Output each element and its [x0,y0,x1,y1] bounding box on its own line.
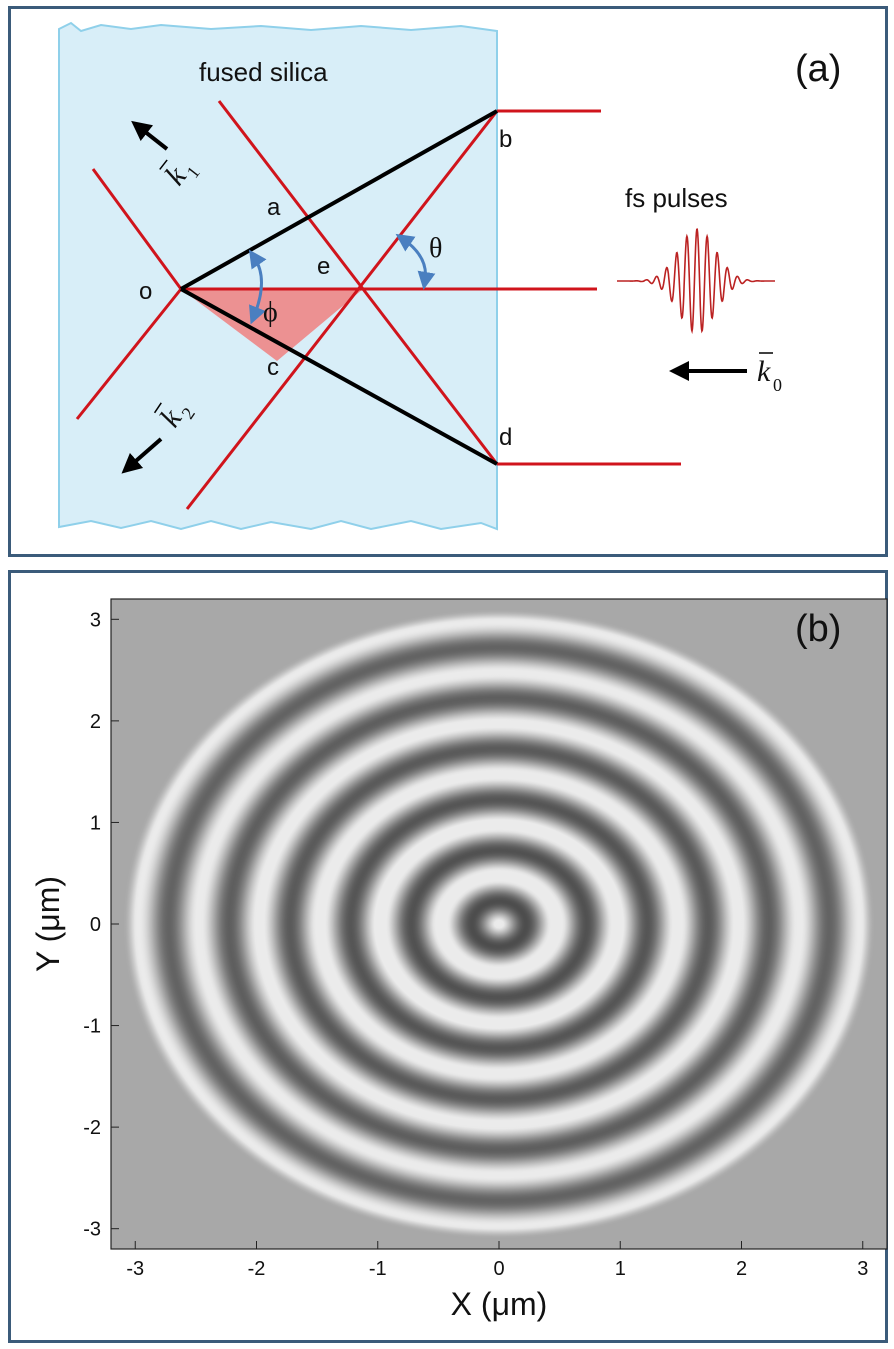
phi-angle-arc [248,249,267,325]
y-tick-label: 2 [90,711,101,733]
k1-arrow [131,120,169,151]
point-e-label: e [317,253,330,280]
pulse-waveform [617,228,775,335]
point-o-label: o [139,278,152,305]
x-tick-label: -1 [369,1258,387,1280]
panel-a: o a b c d e θ ϕ fused silica fs pulses (… [8,6,888,557]
y-tick-label: -3 [83,1219,101,1241]
y-tick-label: 0 [90,914,101,936]
pulse-label: fs pulses [625,183,728,213]
panel-b: -3 -2 -1 0 1 2 3 3 2 1 0 -1 -2 -3 X (μm) Y (μm) (b) [8,570,888,1343]
y-ticks: 3 2 1 0 -1 -2 -3 [83,609,119,1241]
theta-angle-arc [395,233,436,290]
ring-ellipse [123,609,875,1239]
x-tick-label: 3 [857,1258,868,1280]
panel-a-label: (a) [795,48,841,90]
x-ticks: -3 -2 -1 0 1 2 3 [126,1241,868,1280]
svg-text:0: 0 [773,375,782,395]
x-tick-label: 0 [493,1258,504,1280]
prism-face-lower [180,287,498,466]
svg-text:k: k [757,355,771,388]
x-tick-label: 2 [736,1258,747,1280]
point-b-label: b [499,126,512,153]
beam-d-to-upper-left [217,100,499,465]
y-axis-label: Y (μm) [30,876,66,972]
y-tick-label: 3 [90,609,101,631]
x-tick-label: -2 [248,1258,266,1280]
prism-face-upper [180,109,498,291]
y-tick-label: -1 [83,1016,101,1038]
material-label: fused silica [199,57,328,87]
theta-label: θ [429,233,442,264]
x-tick-label: -3 [126,1258,144,1280]
point-d-label: d [499,424,512,451]
panel-b-label: (b) [795,608,841,650]
y-tick-label: -2 [83,1117,101,1139]
ring-pattern [123,609,875,1239]
k2-arrow [121,437,163,474]
fused-silica-block [58,21,498,531]
point-c-label: c [267,354,279,381]
beam-o-lower [75,288,183,420]
beam-o-upper [91,168,183,290]
y-tick-label: 1 [90,812,101,834]
x-axis-label: X (μm) [451,1286,548,1322]
shaded-triangle [181,289,363,361]
point-a-label: a [267,194,281,221]
beam-b-to-lower-left [185,110,499,510]
diagram-a: o a b c d e θ ϕ fused silica fs pulses (… [58,21,841,531]
k0-label: k 0 [757,352,782,395]
phi-label: ϕ [263,297,278,328]
chart-b: -3 -2 -1 0 1 2 3 3 2 1 0 -1 -2 -3 X (μm) Y (μm) (b) [30,598,888,1322]
x-tick-label: 1 [615,1258,626,1280]
